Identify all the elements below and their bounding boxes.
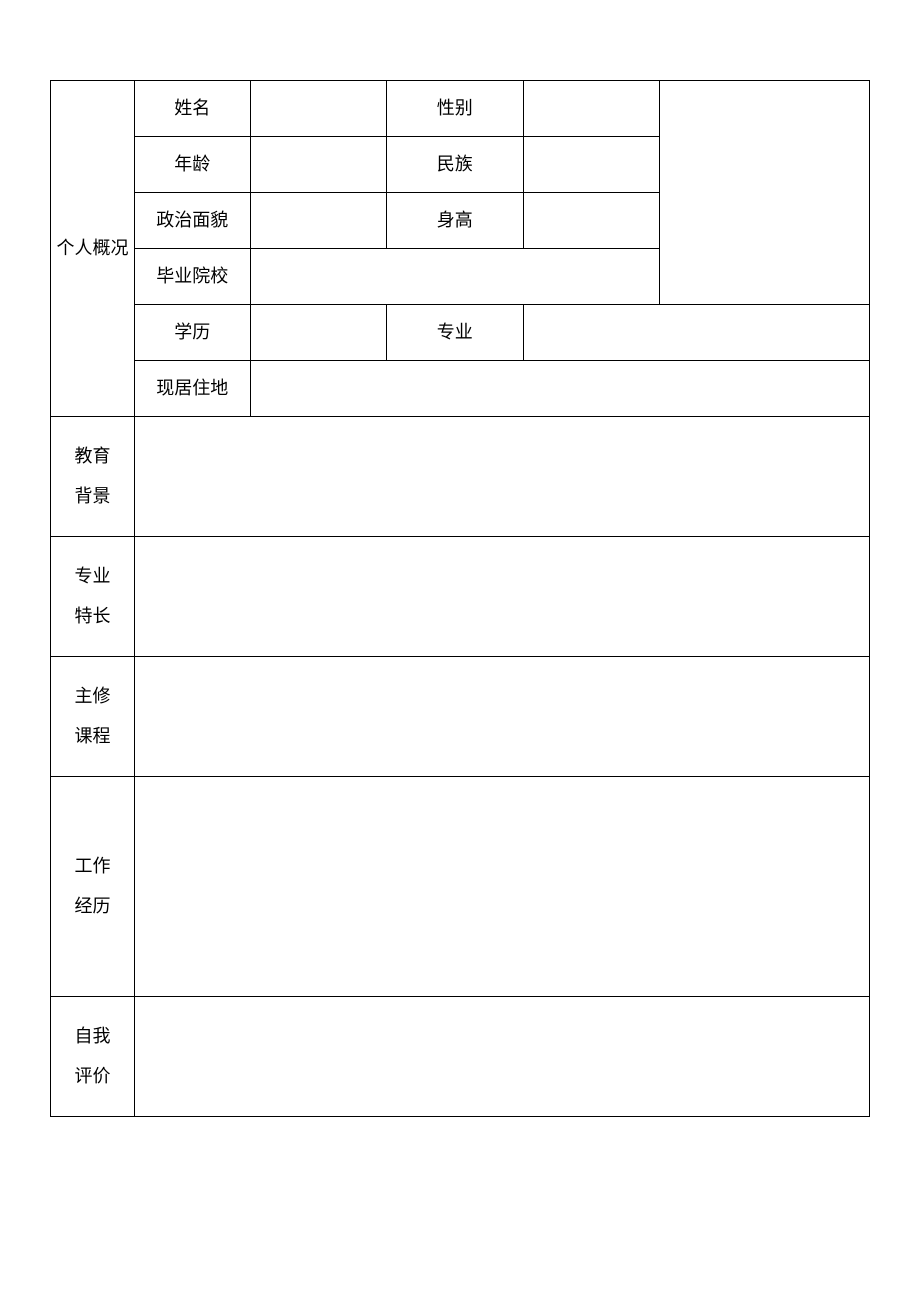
gender-value[interactable] (523, 81, 660, 137)
self-evaluation-value[interactable] (135, 997, 870, 1117)
professional-specialty-label-1: 专业 (75, 566, 111, 586)
graduation-school-value[interactable] (250, 249, 660, 305)
residence-value[interactable] (250, 361, 870, 417)
self-evaluation-header: 自我 评价 (51, 997, 135, 1117)
major-courses-value[interactable] (135, 657, 870, 777)
education-background-header: 教育 背景 (51, 417, 135, 537)
education-background-value[interactable] (135, 417, 870, 537)
ethnicity-value[interactable] (523, 137, 660, 193)
education-background-label-1: 教育 (75, 446, 111, 466)
ethnicity-label: 民族 (387, 137, 524, 193)
gender-label: 性别 (387, 81, 524, 137)
name-value[interactable] (250, 81, 387, 137)
major-label: 专业 (387, 305, 524, 361)
political-status-value[interactable] (250, 193, 387, 249)
political-status-label: 政治面貌 (135, 193, 251, 249)
work-experience-value[interactable] (135, 777, 870, 997)
age-value[interactable] (250, 137, 387, 193)
major-courses-header: 主修 课程 (51, 657, 135, 777)
photo-cell[interactable] (660, 81, 870, 305)
work-experience-label-1: 工作 (75, 856, 111, 876)
graduation-school-label: 毕业院校 (135, 249, 251, 305)
education-level-value[interactable] (250, 305, 387, 361)
education-level-label: 学历 (135, 305, 251, 361)
name-label: 姓名 (135, 81, 251, 137)
height-label: 身高 (387, 193, 524, 249)
major-courses-label-2: 课程 (75, 726, 111, 746)
professional-specialty-value[interactable] (135, 537, 870, 657)
work-experience-header: 工作 经历 (51, 777, 135, 997)
education-background-label-2: 背景 (75, 486, 111, 506)
work-experience-label-2: 经历 (75, 896, 111, 916)
major-value[interactable] (523, 305, 870, 361)
residence-label: 现居住地 (135, 361, 251, 417)
height-value[interactable] (523, 193, 660, 249)
self-evaluation-label-1: 自我 (75, 1026, 111, 1046)
age-label: 年龄 (135, 137, 251, 193)
professional-specialty-header: 专业 特长 (51, 537, 135, 657)
self-evaluation-label-2: 评价 (75, 1066, 111, 1086)
resume-table: 个人概况 姓名 性别 年龄 民族 政治面貌 身高 毕业院校 学历 专业 现居住地 (50, 80, 870, 1117)
major-courses-label-1: 主修 (75, 686, 111, 706)
personal-overview-header: 个人概况 (51, 81, 135, 417)
professional-specialty-label-2: 特长 (75, 606, 111, 626)
